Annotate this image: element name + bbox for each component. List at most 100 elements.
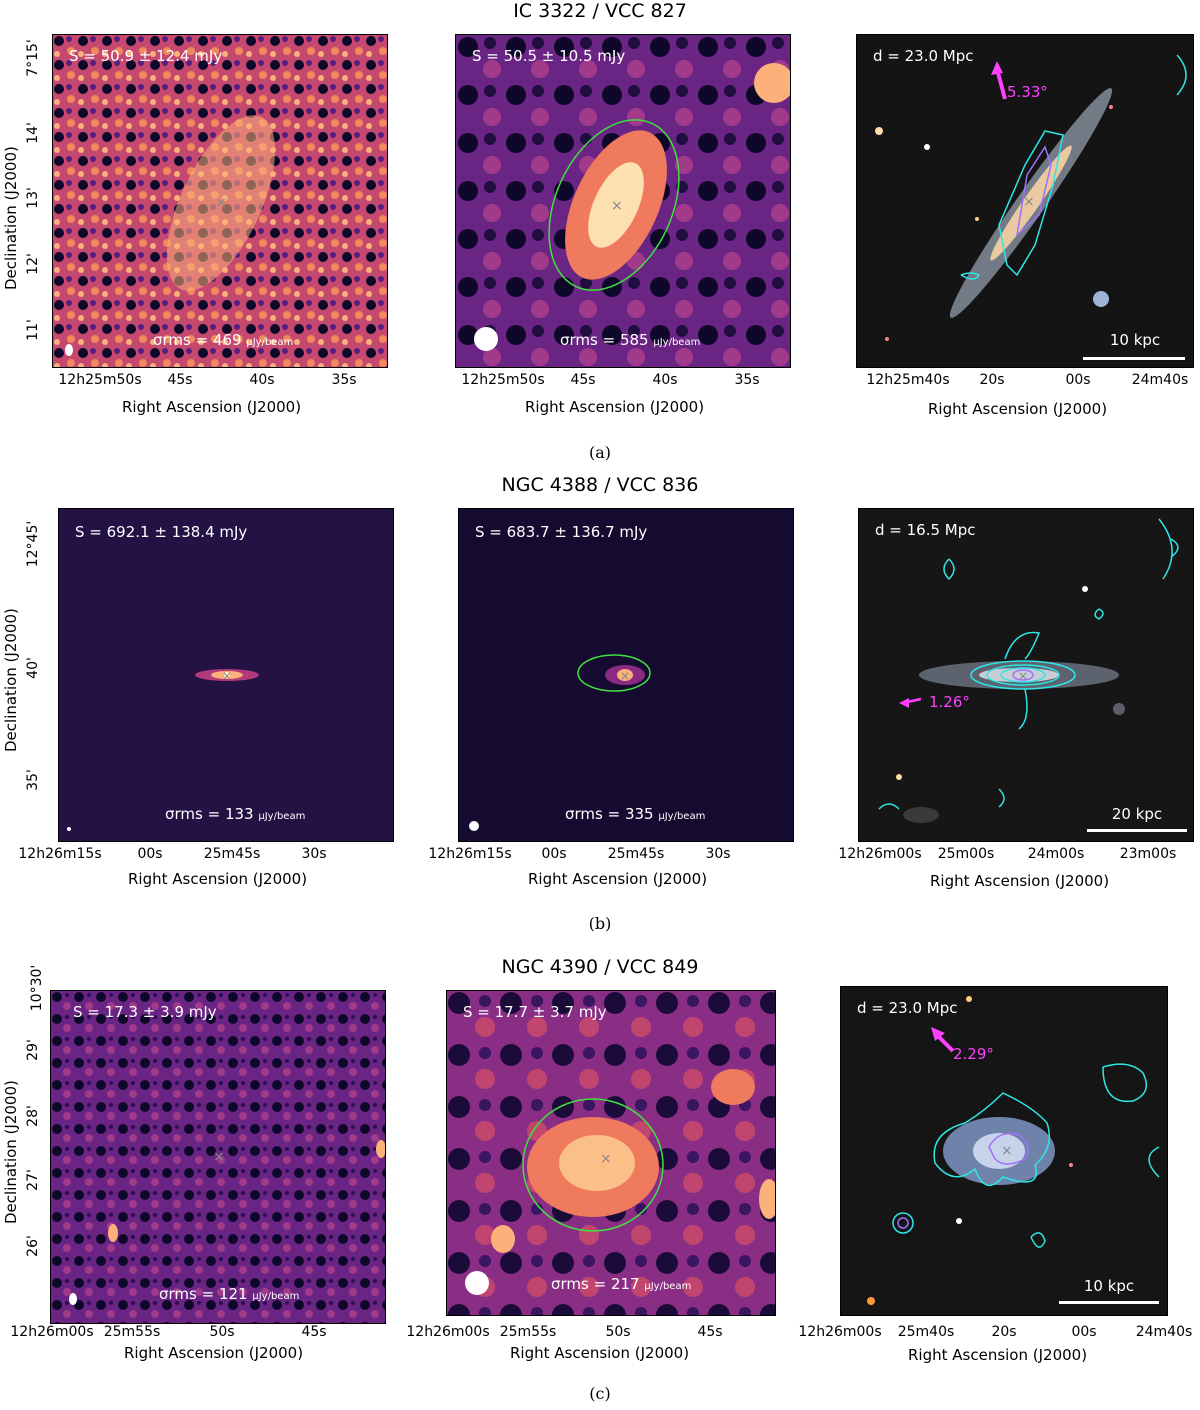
row-c-xtick: 50s: [605, 1324, 631, 1340]
rms-value: σrms = 335: [565, 805, 654, 823]
row-b-ytick: 35': [24, 769, 41, 791]
row-a-title: IC 3322 / VCC 827: [513, 0, 687, 22]
flux-label: S = 50.5 ± 10.5 mJy: [472, 47, 626, 65]
center-marker: ×: [215, 195, 227, 211]
row-c-ytick: 27': [24, 1169, 41, 1191]
inclination-angle: 2.29°: [953, 1045, 994, 1063]
optical-image-c: ×: [841, 987, 1167, 1315]
row-a-ytick: 13': [24, 187, 41, 209]
row-a-xlabel: Right Ascension (J2000): [928, 400, 1108, 418]
rms-unit: μJy/beam: [258, 811, 306, 822]
row-c: NGC 4390 / VCC 849 Declination (J2000) 1…: [0, 940, 1200, 1410]
radio-image-a2: ×: [456, 35, 790, 367]
row-b-xtick: 23m00s: [1119, 846, 1177, 862]
row-c-xtick: 25m55s: [103, 1324, 161, 1340]
beam-ellipse: [65, 344, 73, 356]
rms-unit: μJy/beam: [644, 1281, 692, 1292]
beam-ellipse: [474, 327, 498, 351]
inclination-angle: 5.33°: [1007, 83, 1048, 101]
row-c-xtick: 25m40s: [897, 1324, 955, 1340]
rms-unit: μJy/beam: [653, 337, 701, 348]
row-c-xtick: 12h26m00s: [798, 1324, 882, 1340]
row-c-ytick: 28': [24, 1105, 41, 1127]
radio-image-b2: ×: [459, 509, 793, 841]
rms-label: σrms = 217 μJy/beam: [551, 1275, 691, 1293]
row-c-ytick: 10°30': [29, 964, 46, 1012]
row-b-xtick: 25m45s: [203, 846, 261, 862]
row-a-xtick: 24m40s: [1131, 372, 1189, 388]
scale-label: 10 kpc: [1083, 1277, 1135, 1295]
contour-cyan: [998, 130, 1064, 277]
contour-violet: [1015, 145, 1052, 238]
scale-bar: [1059, 1301, 1159, 1304]
radio-image-a1: ×: [53, 35, 387, 367]
contour-cyan: [933, 1092, 1050, 1186]
center-marker: ×: [600, 1151, 612, 1167]
row-c-ytick: 26': [24, 1235, 41, 1257]
row-c-xtick: 24m40s: [1135, 1324, 1193, 1340]
row-b-xtick: 25m00s: [937, 846, 995, 862]
contour-violet: [988, 1132, 1029, 1165]
row-b-xtick: 25m45s: [607, 846, 665, 862]
row-c-radio-panel-highres: × S = 17.3 ± 3.9 mJy σrms = 121 μJy/beam: [50, 990, 386, 1324]
caption-a: (a): [588, 443, 612, 462]
row-a-xtick: 12h25m50s: [58, 372, 142, 388]
row-b-xtick: 12h26m15s: [428, 846, 512, 862]
row-a-xtick: 40s: [249, 372, 275, 388]
aperture-ellipse: [522, 1098, 664, 1232]
rms-value: σrms = 217: [551, 1275, 640, 1293]
row-c-title: NGC 4390 / VCC 849: [501, 956, 699, 978]
caption-b: (b): [588, 914, 612, 933]
row-b-xlabel: Right Ascension (J2000): [528, 870, 708, 888]
row-b-ylabel: Declination (J2000): [2, 608, 20, 752]
distance-label: d = 23.0 Mpc: [857, 999, 958, 1017]
row-a-ytick: 7°15': [24, 39, 41, 77]
row-a-ytick: 14': [24, 122, 41, 144]
row-b-xtick: 30s: [301, 846, 327, 862]
rms-label: σrms = 585 μJy/beam: [560, 331, 700, 349]
scale-bar: [1083, 357, 1185, 360]
row-c-xlabel: Right Ascension (J2000): [124, 1344, 304, 1362]
rms-unit: μJy/beam: [658, 811, 706, 822]
rms-label: σrms = 469 μJy/beam: [153, 331, 293, 349]
row-a-ylabel: Declination (J2000): [2, 146, 20, 290]
radio-image-c1: ×: [51, 991, 385, 1323]
beam-ellipse: [465, 1271, 489, 1295]
row-b-ytick: 12°45': [25, 520, 42, 568]
row-b-xtick: 00s: [541, 846, 567, 862]
row-c-xtick: 00s: [1071, 1324, 1097, 1340]
center-marker: ×: [1001, 1143, 1013, 1159]
row-b-xlabel: Right Ascension (J2000): [128, 870, 308, 888]
beam-ellipse: [469, 821, 479, 831]
row-a-radio-panel-lowres: × S = 50.5 ± 10.5 mJy σrms = 585 μJy/bea…: [455, 34, 791, 368]
row-b-radio-panel-highres: × S = 692.1 ± 138.4 mJy σrms = 133 μJy/b…: [58, 508, 394, 842]
row-a-xtick: 20s: [979, 372, 1005, 388]
row-c-xlabel: Right Ascension (J2000): [510, 1344, 690, 1362]
row-c-optical-panel: × d = 23.0 Mpc 2.29° 10 kpc: [840, 986, 1168, 1316]
aperture-ellipse: [577, 654, 651, 692]
aperture-ellipse: [548, 119, 680, 291]
row-c-radio-panel-lowres: × S = 17.7 ± 3.7 mJy σrms = 217 μJy/beam: [446, 990, 776, 1316]
optical-image-b: ×: [859, 509, 1193, 841]
caption-c: (c): [589, 1384, 611, 1403]
scale-label: 20 kpc: [1111, 805, 1163, 823]
row-b-xtick: 30s: [705, 846, 731, 862]
contour-cyan: [970, 660, 1076, 690]
center-marker: ×: [620, 669, 630, 683]
beam-ellipse: [67, 827, 71, 831]
scale-label: 10 kpc: [1109, 331, 1161, 349]
row-c-ylabel: Declination (J2000): [2, 1080, 20, 1224]
row-a: IC 3322 / VCC 827 Declination (J2000) 7°…: [0, 0, 1200, 470]
row-b-optical-panel: × d = 16.5 Mpc 1.26° 20 kpc: [858, 508, 1194, 842]
rms-label: σrms = 335 μJy/beam: [565, 805, 705, 823]
row-b-title: NGC 4388 / VCC 836: [501, 474, 699, 496]
rms-unit: μJy/beam: [246, 337, 294, 348]
radio-image-b1: ×: [59, 509, 393, 841]
flux-label: S = 17.7 ± 3.7 mJy: [463, 1003, 607, 1021]
row-a-xtick: 12h25m40s: [866, 372, 950, 388]
center-marker: ×: [611, 198, 623, 214]
row-c-xtick: 45s: [301, 1324, 327, 1340]
row-b-xtick: 00s: [137, 846, 163, 862]
rms-value: σrms = 469: [153, 331, 242, 349]
row-b-xlabel: Right Ascension (J2000): [930, 872, 1110, 890]
